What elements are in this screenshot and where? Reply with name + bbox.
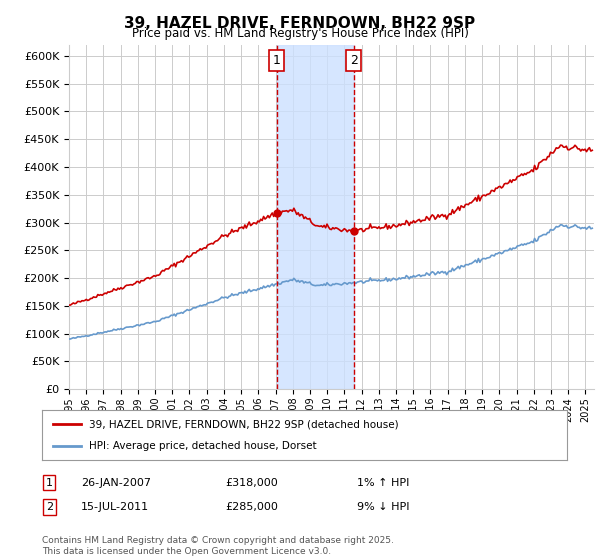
Text: Price paid vs. HM Land Registry's House Price Index (HPI): Price paid vs. HM Land Registry's House … (131, 27, 469, 40)
Text: 15-JUL-2011: 15-JUL-2011 (81, 502, 149, 512)
Text: 2: 2 (350, 54, 358, 67)
Text: HPI: Average price, detached house, Dorset: HPI: Average price, detached house, Dors… (89, 441, 317, 451)
Text: 39, HAZEL DRIVE, FERNDOWN, BH22 9SP: 39, HAZEL DRIVE, FERNDOWN, BH22 9SP (124, 16, 476, 31)
Text: 1: 1 (273, 54, 281, 67)
Text: 26-JAN-2007: 26-JAN-2007 (81, 478, 151, 488)
Bar (277, 45, 354, 389)
Text: 1: 1 (46, 478, 53, 488)
Text: 39, HAZEL DRIVE, FERNDOWN, BH22 9SP (detached house): 39, HAZEL DRIVE, FERNDOWN, BH22 9SP (det… (89, 419, 399, 429)
Text: £285,000: £285,000 (225, 502, 278, 512)
Text: 2: 2 (46, 502, 53, 512)
Text: 9% ↓ HPI: 9% ↓ HPI (357, 502, 409, 512)
Text: Contains HM Land Registry data © Crown copyright and database right 2025.
This d: Contains HM Land Registry data © Crown c… (42, 536, 394, 556)
Text: 1% ↑ HPI: 1% ↑ HPI (357, 478, 409, 488)
Text: £318,000: £318,000 (225, 478, 278, 488)
